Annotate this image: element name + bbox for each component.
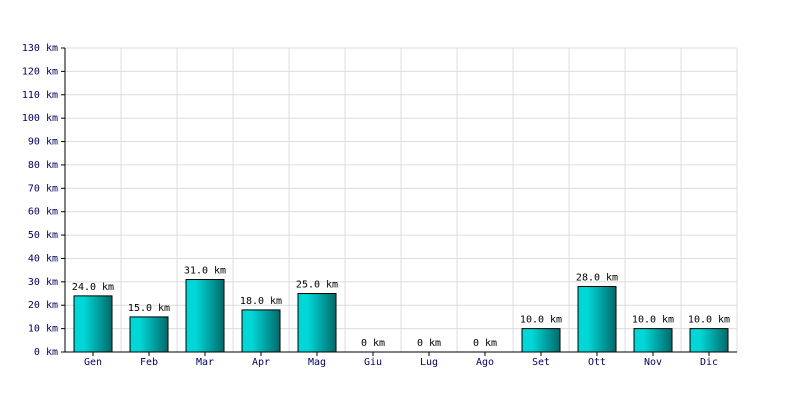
bar <box>521 328 561 353</box>
bar <box>129 316 169 353</box>
x-tick-label: Mar <box>196 357 214 368</box>
bar <box>689 328 729 353</box>
x-tick-label: Gen <box>84 357 102 368</box>
bar <box>185 279 225 353</box>
y-tick-label: 40 km <box>28 253 58 264</box>
y-tick-label: 50 km <box>28 230 58 241</box>
y-tick-label: 80 km <box>28 160 58 171</box>
y-tick-label: 10 km <box>28 324 58 335</box>
value-label: 25.0 km <box>296 280 338 291</box>
y-tick-label: 110 km <box>22 90 58 101</box>
value-label: 31.0 km <box>184 266 226 277</box>
x-tick-label: Giu <box>364 357 382 368</box>
y-tick-label: 70 km <box>28 183 58 194</box>
x-tick-label: Nov <box>644 357 662 368</box>
y-tick-label: 20 km <box>28 300 58 311</box>
x-tick-label: Ago <box>476 357 494 368</box>
x-tick-label: Dic <box>700 357 718 368</box>
value-label: 24.0 km <box>72 282 114 293</box>
value-label: 10.0 km <box>688 315 730 326</box>
grid <box>65 47 738 353</box>
y-tick-label: 0 km <box>34 347 58 358</box>
bar <box>633 328 673 353</box>
value-label: 0 km <box>417 338 441 349</box>
y-tick-label: 90 km <box>28 137 58 148</box>
y-tick-label: 100 km <box>22 113 58 124</box>
value-label: 15.0 km <box>128 303 170 314</box>
x-tick-label: Ott <box>588 357 606 368</box>
x-tick-label: Set <box>532 357 550 368</box>
x-tick-label: Mag <box>308 357 326 368</box>
value-label: 0 km <box>473 338 497 349</box>
value-label: 28.0 km <box>576 273 618 284</box>
y-tick-label: 120 km <box>22 66 58 77</box>
value-label: 0 km <box>361 338 385 349</box>
value-label: 10.0 km <box>632 315 674 326</box>
y-tick-label: 130 km <box>22 43 58 54</box>
x-tick-label: Apr <box>252 357 270 368</box>
value-label: 10.0 km <box>520 315 562 326</box>
x-tick-label: Feb <box>140 357 158 368</box>
bar <box>297 293 337 353</box>
bar <box>241 309 281 353</box>
bar <box>73 295 113 353</box>
bar <box>577 286 617 353</box>
value-label: 18.0 km <box>240 296 282 307</box>
y-tick-label: 60 km <box>28 207 58 218</box>
x-tick-label: Lug <box>420 357 438 368</box>
y-tick-label: 30 km <box>28 277 58 288</box>
